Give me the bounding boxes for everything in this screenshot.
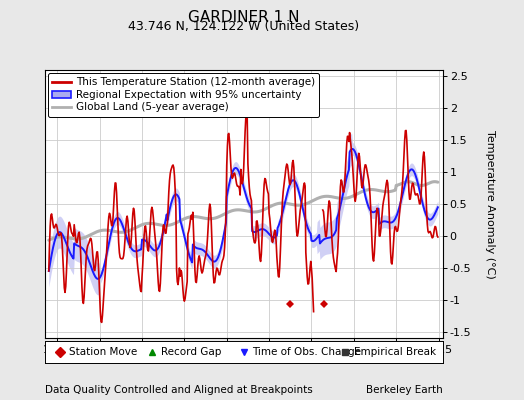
Y-axis label: Temperature Anomaly (°C): Temperature Anomaly (°C) [485,130,495,278]
Text: Time of Obs. Change: Time of Obs. Change [253,347,362,357]
Text: Station Move: Station Move [69,347,137,357]
Text: Berkeley Earth: Berkeley Earth [366,385,443,395]
Text: Data Quality Controlled and Aligned at Breakpoints: Data Quality Controlled and Aligned at B… [45,385,312,395]
Text: Empirical Break: Empirical Break [354,347,436,357]
Text: 43.746 N, 124.122 W (United States): 43.746 N, 124.122 W (United States) [128,20,359,33]
Text: GARDINER 1 N: GARDINER 1 N [188,10,299,25]
Legend: This Temperature Station (12-month average), Regional Expectation with 95% uncer: This Temperature Station (12-month avera… [48,73,319,117]
Text: Record Gap: Record Gap [161,347,221,357]
